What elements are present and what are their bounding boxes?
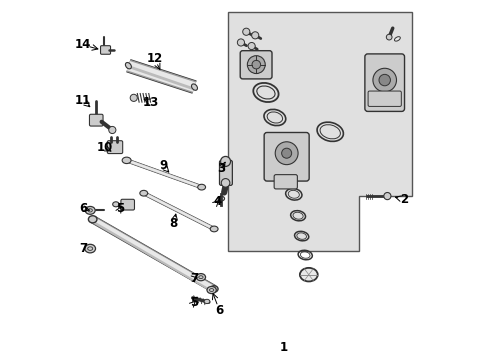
FancyBboxPatch shape [240, 51, 271, 79]
Circle shape [281, 148, 291, 158]
Text: 12: 12 [146, 52, 163, 65]
Text: 10: 10 [96, 141, 112, 154]
Circle shape [237, 39, 244, 46]
Text: 8: 8 [169, 217, 178, 230]
Text: 11: 11 [75, 94, 91, 107]
FancyBboxPatch shape [107, 141, 122, 154]
Circle shape [372, 68, 396, 92]
Circle shape [130, 94, 137, 102]
FancyBboxPatch shape [274, 175, 297, 189]
Text: 2: 2 [400, 193, 408, 206]
Circle shape [108, 126, 116, 134]
Text: 1: 1 [279, 341, 287, 354]
Ellipse shape [84, 244, 95, 253]
Ellipse shape [203, 299, 209, 303]
FancyBboxPatch shape [264, 132, 308, 181]
Ellipse shape [196, 274, 205, 281]
Ellipse shape [125, 63, 131, 69]
Text: 5: 5 [190, 296, 198, 309]
Circle shape [221, 179, 229, 187]
Ellipse shape [191, 84, 197, 90]
FancyBboxPatch shape [89, 114, 103, 126]
FancyBboxPatch shape [367, 91, 401, 107]
Circle shape [242, 28, 249, 35]
Circle shape [247, 56, 264, 73]
FancyBboxPatch shape [219, 160, 232, 185]
Ellipse shape [88, 216, 97, 223]
Ellipse shape [210, 286, 218, 292]
Circle shape [378, 75, 389, 86]
Ellipse shape [122, 157, 131, 163]
Text: 6: 6 [215, 304, 223, 317]
Polygon shape [228, 12, 411, 251]
Circle shape [383, 193, 390, 200]
FancyBboxPatch shape [121, 199, 134, 210]
Circle shape [247, 42, 255, 50]
FancyBboxPatch shape [364, 54, 404, 111]
Text: 13: 13 [142, 96, 159, 109]
Circle shape [220, 157, 230, 166]
Ellipse shape [197, 184, 205, 190]
Circle shape [251, 60, 260, 69]
Ellipse shape [85, 206, 95, 214]
Ellipse shape [206, 287, 216, 294]
Ellipse shape [299, 268, 317, 282]
Circle shape [275, 142, 298, 165]
Text: 14: 14 [75, 39, 91, 51]
Ellipse shape [112, 202, 119, 207]
Text: 4: 4 [213, 195, 222, 208]
FancyBboxPatch shape [101, 46, 110, 54]
Ellipse shape [394, 37, 400, 41]
Text: 5: 5 [116, 202, 124, 215]
Ellipse shape [210, 226, 218, 232]
Circle shape [386, 34, 391, 40]
Circle shape [251, 32, 258, 39]
Text: 7: 7 [190, 272, 198, 285]
Text: 9: 9 [159, 159, 167, 172]
Ellipse shape [140, 190, 147, 196]
Text: 7: 7 [79, 242, 87, 255]
Text: 3: 3 [217, 162, 225, 175]
Text: 6: 6 [79, 202, 87, 215]
